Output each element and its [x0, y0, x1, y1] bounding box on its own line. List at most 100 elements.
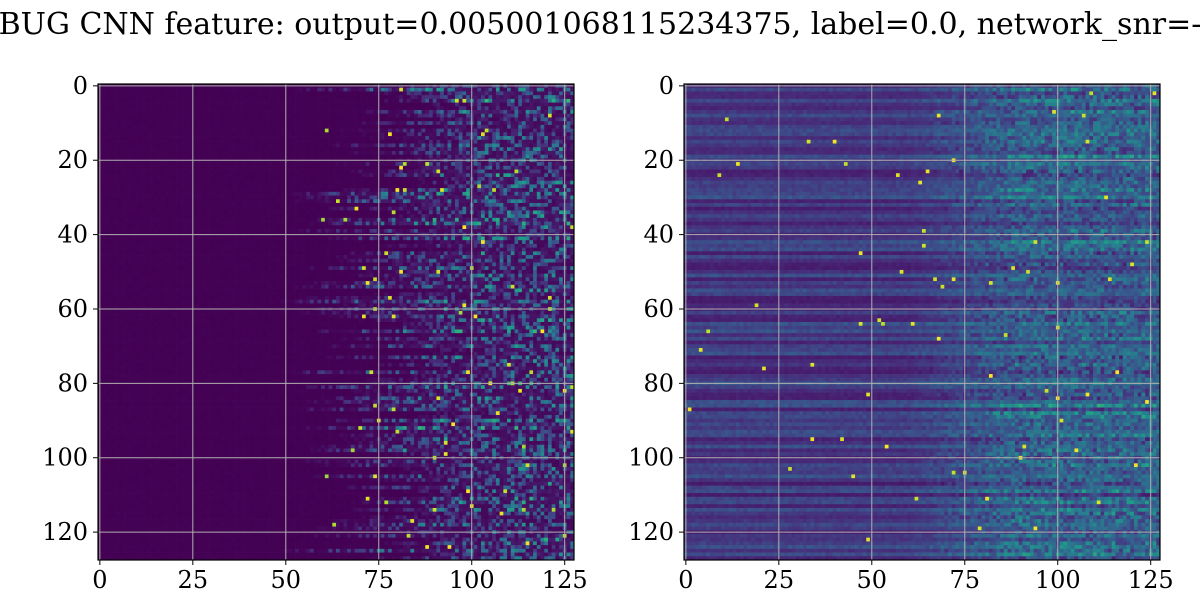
heatmap-cell	[239, 162, 244, 167]
heatmap-cell	[213, 173, 218, 178]
heatmap-cell	[362, 132, 367, 137]
heatmap-cell	[269, 95, 274, 100]
heatmap-cell	[555, 102, 560, 107]
heatmap-cell	[150, 136, 155, 141]
heatmap-cell	[425, 225, 430, 230]
heatmap-cell	[481, 87, 486, 92]
heatmap-cell	[447, 91, 452, 96]
heatmap-cell	[373, 203, 378, 208]
heatmap-cell	[495, 199, 500, 204]
heatmap-cell	[395, 176, 400, 182]
heatmap-cell	[555, 95, 560, 100]
heatmap-cell	[503, 180, 508, 185]
heatmap-cell	[228, 165, 233, 170]
heatmap-cell	[428, 139, 434, 144]
heatmap-cell	[432, 191, 437, 196]
heatmap-cell	[276, 110, 281, 115]
heatmap-cell	[209, 169, 214, 174]
heatmap-cell	[302, 132, 307, 137]
heatmap-cell	[109, 229, 114, 234]
heatmap-cell	[202, 165, 207, 170]
heatmap-cell	[109, 143, 114, 148]
heatmap-cell	[183, 154, 188, 159]
heatmap-cell	[313, 165, 318, 170]
heatmap-cell	[261, 124, 266, 129]
heatmap-cell	[261, 214, 266, 219]
heatmap-cell	[202, 143, 207, 148]
heatmap-cell	[254, 165, 259, 170]
heatmap-cell	[317, 95, 322, 100]
heatmap-cell	[228, 128, 233, 133]
heatmap-cell	[395, 184, 400, 189]
heatmap-cell	[384, 136, 389, 141]
heatmap-cell	[317, 191, 322, 196]
heatmap-cell	[302, 225, 307, 230]
heatmap-cell	[358, 106, 363, 111]
heatmap-cell	[488, 87, 493, 92]
heatmap-cell	[436, 147, 441, 152]
heatmap-cell	[254, 191, 259, 196]
heatmap-cell	[176, 121, 181, 126]
heatmap-cell	[101, 188, 106, 193]
heatmap-cell	[313, 132, 318, 137]
heatmap-cell	[391, 91, 396, 96]
heatmap-cell	[254, 95, 259, 100]
heatmap-cell	[540, 225, 545, 230]
heatmap-cell	[547, 136, 553, 141]
heatmap-cell	[533, 221, 538, 226]
heatmap-cell	[228, 136, 233, 141]
heatmap-cell	[540, 188, 545, 193]
heatmap-cell	[183, 139, 188, 144]
heatmap-cell	[566, 162, 571, 167]
heatmap-cell	[321, 154, 326, 159]
heatmap-cell	[488, 147, 493, 152]
heatmap-cell	[317, 203, 322, 208]
heatmap-cell	[127, 102, 132, 107]
heatmap-cell	[298, 150, 303, 156]
heatmap-cell	[507, 165, 512, 170]
heatmap-cell	[455, 191, 460, 196]
heatmap-cell	[194, 214, 199, 219]
heatmap-cell	[109, 124, 114, 129]
heatmap-cell	[265, 139, 270, 144]
heatmap-cell	[220, 124, 225, 129]
heatmap-cell	[209, 154, 214, 159]
heatmap-cell	[343, 132, 348, 137]
heatmap-cell	[510, 176, 515, 182]
heatmap-cell	[391, 199, 396, 204]
heatmap-cell	[269, 117, 274, 122]
heatmap-cell	[492, 154, 497, 159]
heatmap-cell	[142, 165, 147, 170]
heatmap-cell	[157, 162, 162, 167]
heatmap-cell	[280, 165, 285, 170]
heatmap-cell	[473, 132, 478, 137]
heatmap-cell	[324, 184, 329, 189]
heatmap-cell	[451, 128, 456, 133]
heatmap-cell	[503, 143, 508, 148]
heatmap-cell	[217, 191, 222, 196]
heatmap-cell	[328, 102, 333, 107]
heatmap-cell	[521, 98, 527, 103]
heatmap-cell	[510, 139, 515, 144]
heatmap-cell	[391, 106, 396, 111]
heatmap-cell	[157, 195, 162, 200]
heatmap-cell	[172, 136, 177, 141]
heatmap-cell	[257, 110, 262, 115]
heatmap-cell	[131, 199, 136, 204]
heatmap-cell	[388, 214, 393, 219]
heatmap-cell	[224, 87, 229, 92]
heatmap-cell	[105, 169, 110, 174]
heatmap-cell	[298, 210, 303, 215]
heatmap-cell	[544, 214, 549, 219]
heatmap-cell	[257, 132, 262, 137]
heatmap-cell	[358, 217, 363, 222]
heatmap-cell	[265, 98, 270, 103]
heatmap-cell	[503, 176, 508, 182]
heatmap-cell	[477, 195, 482, 200]
heatmap-cell	[183, 184, 188, 189]
heatmap-cell	[391, 117, 396, 122]
heatmap-cell	[261, 95, 266, 100]
heatmap-cell	[559, 102, 564, 107]
heatmap-cell	[540, 147, 545, 152]
heatmap-cell	[135, 217, 140, 222]
